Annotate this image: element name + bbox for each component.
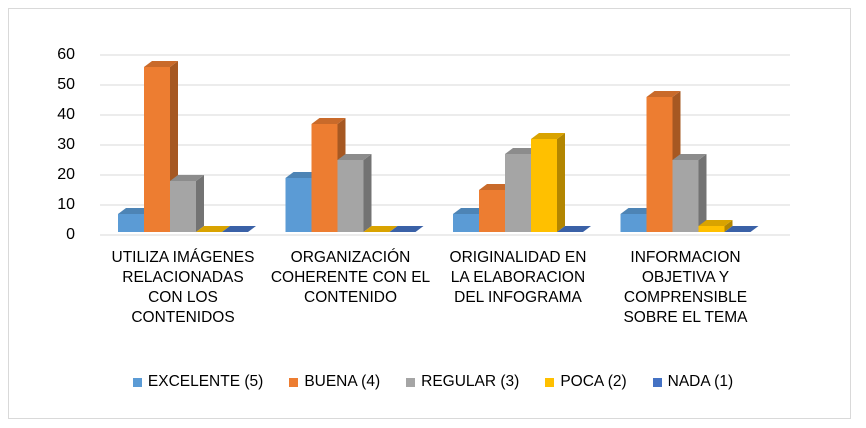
- bar: [222, 226, 256, 232]
- bar: [337, 154, 372, 232]
- x-tick-label: INFORMACION OBJETIVA Y COMPRENSIBLE SOBR…: [623, 249, 748, 326]
- bar-front: [620, 214, 647, 232]
- bar: [531, 133, 565, 232]
- bar-top: [479, 184, 513, 190]
- y-tick-label: 50: [57, 76, 75, 93]
- bar-top: [363, 226, 398, 232]
- bar-top: [170, 175, 204, 181]
- bar: [698, 220, 733, 232]
- bar-top: [505, 148, 539, 154]
- bar-front: [337, 160, 364, 232]
- bar-top: [453, 208, 487, 214]
- y-tick-label: 40: [57, 106, 75, 123]
- legend-label: EXCELENTE (5): [147, 373, 264, 390]
- y-tick-label: 20: [57, 166, 75, 183]
- bar: [724, 226, 759, 232]
- bar: [196, 226, 230, 232]
- legend-item: REGULAR (3): [406, 373, 519, 391]
- legend-item: POCA (2): [545, 373, 627, 391]
- x-tick-label: UTILIZA IMÁGENES RELACIONADAS CON LOS CO…: [111, 249, 255, 326]
- legend-swatch: [289, 377, 299, 387]
- bar-front: [531, 139, 557, 232]
- bar: [170, 175, 204, 232]
- y-tick-label: 0: [66, 226, 75, 243]
- bar-front: [285, 178, 312, 232]
- legend-swatch: [545, 377, 555, 387]
- legend-swatch: [132, 377, 142, 387]
- legend-label: REGULAR (3): [421, 373, 520, 390]
- bar-front: [646, 97, 673, 232]
- bar-top: [311, 118, 346, 124]
- bar-top: [337, 154, 372, 160]
- bar-front: [479, 190, 505, 232]
- legend-item: NADA (1): [652, 373, 734, 391]
- legend-label: POCA (2): [560, 373, 627, 390]
- bar: [557, 226, 591, 232]
- bar-side: [196, 175, 204, 232]
- y-tick-label: 10: [57, 196, 75, 213]
- bar-top: [620, 208, 655, 214]
- bar-front: [118, 214, 144, 232]
- bar-top: [196, 226, 230, 232]
- bar-front: [453, 214, 479, 232]
- bar-top: [557, 226, 591, 232]
- legend: EXCELENTE (5) BUENA (4) REGULAR (3) POCA (2…: [0, 373, 866, 391]
- bar-front: [672, 160, 699, 232]
- bar: [389, 226, 424, 232]
- bar-top: [646, 91, 681, 97]
- bar-top: [724, 226, 759, 232]
- bar-top: [285, 172, 320, 178]
- bar-front: [698, 226, 725, 232]
- legend-swatch: [406, 377, 416, 387]
- legend-item: BUENA (4): [289, 373, 380, 391]
- bar: [363, 226, 398, 232]
- bar-top: [222, 226, 256, 232]
- bar-front: [170, 181, 196, 232]
- y-tick-label: 60: [57, 46, 75, 63]
- legend-item: EXCELENTE (5): [132, 373, 264, 391]
- bar-side: [363, 154, 372, 232]
- bar-top: [672, 154, 707, 160]
- bar-front: [144, 67, 170, 232]
- bar-top: [118, 208, 152, 214]
- bar-side: [557, 133, 565, 232]
- bar: [672, 154, 707, 232]
- chart-frame: [8, 8, 851, 419]
- y-tick-label: 30: [57, 136, 75, 153]
- x-tick-label: ORIGINALIDAD EN LA ELABORACION DEL INFOG…: [449, 249, 587, 306]
- bar-top: [389, 226, 424, 232]
- legend-swatch: [652, 377, 662, 387]
- x-tick-label: ORGANIZACIÓN COHERENTE CON EL CONTENIDO: [270, 249, 431, 306]
- bar: [646, 91, 681, 232]
- bar-front: [311, 124, 338, 232]
- legend-label: BUENA (4): [304, 373, 381, 390]
- bar-top: [698, 220, 733, 226]
- bar-top: [531, 133, 565, 139]
- bar-side: [698, 154, 707, 232]
- legend-label: NADA (1): [667, 373, 734, 390]
- bar-side: [724, 220, 733, 232]
- bar-front: [505, 154, 531, 232]
- bar-top: [144, 61, 178, 67]
